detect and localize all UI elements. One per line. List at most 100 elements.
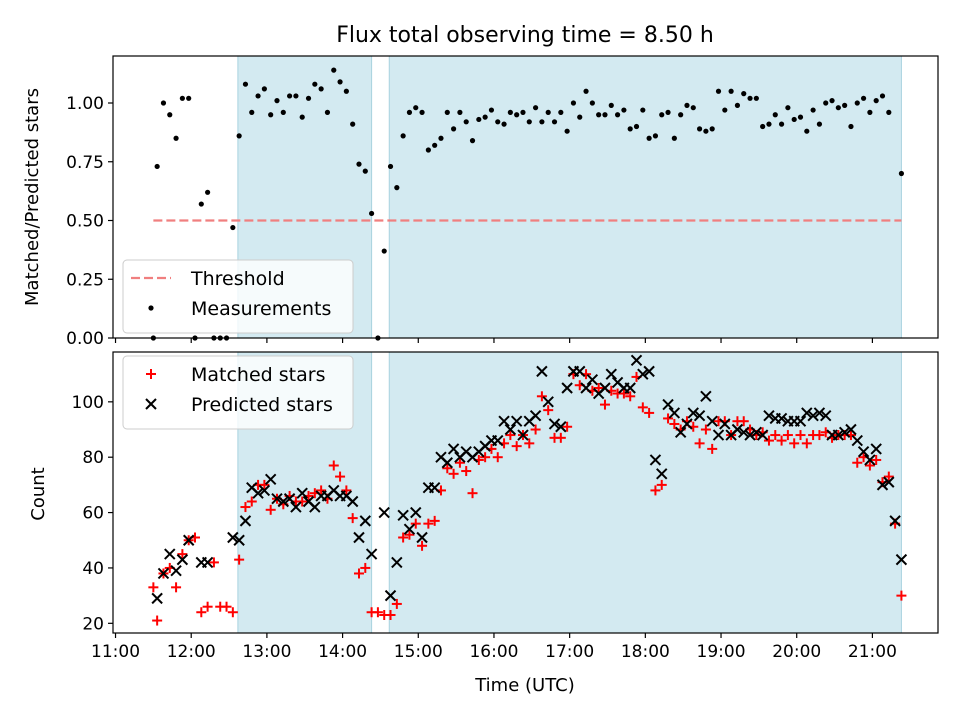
measurement-point — [873, 98, 879, 104]
matched-stars-point — [801, 438, 812, 449]
measurement-point — [583, 88, 589, 94]
legend-label: Predicted stars — [191, 394, 333, 416]
predicted-stars-point — [574, 365, 586, 378]
measurement-point — [198, 201, 204, 207]
predicted-stars-point — [403, 523, 416, 535]
matched-stars-point — [883, 471, 894, 482]
measurement-point — [690, 105, 696, 111]
measurement-point — [305, 95, 312, 101]
measurement-point — [432, 142, 438, 148]
predicted-stars-point — [731, 423, 744, 436]
predicted-stars-point — [239, 515, 252, 527]
matched-stars-point — [246, 496, 257, 507]
matched-stars-point — [454, 457, 465, 468]
predicted-stars-point — [895, 553, 908, 566]
measurement-point — [753, 95, 759, 101]
measurement-point — [413, 105, 419, 111]
measurement-point — [558, 109, 564, 115]
x-tick-label: 13:00 — [242, 642, 291, 662]
measurement-point — [274, 98, 280, 104]
predicted-stars-point — [182, 534, 195, 546]
legend-label: Measurements — [191, 298, 331, 320]
legend-box — [122, 259, 354, 334]
measurement-point — [703, 128, 709, 134]
matched-stars-point — [593, 382, 604, 393]
matched-stars-point — [442, 463, 453, 474]
measurement-point — [886, 109, 892, 115]
predicted-stars-point — [151, 592, 163, 605]
x-axis-label: Time (UTC) — [474, 675, 575, 696]
y-tick-label: 0.50 — [66, 212, 104, 232]
measurement-point — [596, 112, 602, 118]
matched-stars-point — [423, 518, 434, 529]
predicted-stars-point — [656, 468, 668, 480]
predicted-stars-point — [775, 412, 788, 425]
measurement-point — [684, 102, 690, 108]
matched-stars-point — [763, 435, 774, 446]
y-tick-label: 80 — [82, 448, 104, 468]
measurement-point — [457, 109, 463, 115]
predicted-stars-point — [555, 421, 567, 433]
matched-stars-point — [795, 430, 806, 441]
matched-stars-point — [202, 601, 213, 612]
matched-stars-point — [328, 460, 339, 471]
measurement-point — [602, 112, 608, 118]
matched-stars-point — [152, 615, 163, 626]
observing-window-band — [388, 351, 902, 634]
matched-stars-point — [694, 438, 705, 449]
predicted-stars-point — [630, 354, 643, 367]
predicted-stars-point — [801, 407, 813, 419]
predicted-stars-point — [548, 418, 561, 430]
measurement-point — [760, 123, 766, 130]
measurement-point — [324, 109, 331, 115]
measurement-point — [186, 95, 192, 101]
legend-box — [122, 355, 354, 430]
predicted-stars-point — [510, 415, 523, 427]
y-tick-label: 40 — [82, 559, 104, 579]
measurement-point — [381, 248, 387, 254]
measurement-point — [810, 107, 816, 113]
axes-frame — [112, 351, 939, 634]
matched-stars-point — [316, 485, 327, 496]
predicted-stars-point — [517, 429, 529, 441]
matched-stars-point — [618, 388, 629, 399]
predicted-stars-point — [637, 368, 649, 380]
predicted-stars-point — [599, 382, 611, 394]
legend-label: Matched stars — [191, 364, 325, 386]
matched-stars-point — [417, 540, 428, 551]
predicted-stars-point — [410, 506, 422, 519]
measurement-point — [160, 100, 167, 106]
matched-stars-point — [360, 562, 371, 573]
matched-stars-point — [227, 607, 238, 618]
matched-stars-point — [335, 471, 346, 482]
measurement-point — [293, 93, 299, 99]
predicted-stars-point — [763, 409, 775, 422]
measurement-point — [387, 163, 394, 170]
predicted-stars-point — [668, 407, 681, 419]
measurement-point — [476, 116, 482, 123]
matched-stars-point — [896, 590, 907, 601]
matched-stars-point — [385, 610, 396, 621]
measurement-point — [659, 112, 665, 118]
matched-stars-point — [707, 443, 718, 454]
measurement-point — [734, 102, 741, 108]
predicted-stars-point — [164, 548, 176, 560]
predicted-stars-point — [346, 495, 359, 508]
matched-stars-point — [852, 457, 863, 468]
predicted-stars-point — [649, 454, 662, 466]
measurement-point — [570, 100, 577, 106]
measurement-point — [230, 224, 236, 231]
measurement-point — [627, 126, 633, 132]
measurement-point — [589, 100, 595, 106]
matched-stars-point — [297, 496, 308, 507]
y-tick-label: 100 — [72, 393, 104, 413]
measurement-point — [444, 109, 450, 115]
measurement-point — [898, 170, 905, 177]
matched-stars-point — [524, 438, 535, 449]
matched-stars-point — [700, 424, 711, 435]
x-tick-label: 15:00 — [394, 642, 443, 662]
legend-predicted-swatch — [145, 398, 157, 410]
matched-stars-point — [148, 582, 159, 593]
measurement-point — [495, 119, 501, 125]
predicted-stars-point — [820, 409, 832, 422]
